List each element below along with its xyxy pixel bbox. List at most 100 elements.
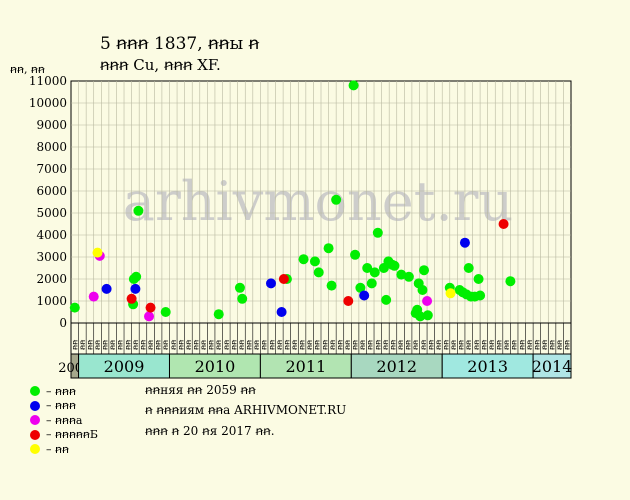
data-point	[475, 290, 486, 301]
data-point	[266, 278, 276, 289]
data-point	[381, 294, 392, 305]
quarter-label: ꞥꞥ	[335, 339, 344, 350]
data-point	[92, 247, 103, 258]
year-label: 2012	[376, 357, 417, 376]
quarter-label: ꞥꞥ	[305, 339, 314, 350]
quarter-row: ꞥꞥꞥꞥꞥꞥꞥꞥꞥꞥꞥꞥꞥꞥꞥꞥꞥꞥꞥꞥꞥꞥꞥꞥꞥꞥꞥꞥꞥꞥꞥꞥꞥꞥꞥꞥꞥꞥꞥꞥ…	[70, 322, 572, 355]
y-tick-label: 3000	[36, 250, 67, 264]
y-axis-label: ꞥꞥ, ꞥꞥ	[10, 63, 45, 76]
year-label: 2013	[467, 357, 508, 376]
data-point	[323, 243, 334, 254]
year-cell	[78, 353, 170, 379]
quarter-label: ꞥꞥ	[260, 339, 269, 350]
quarter-label: ꞥꞥ	[116, 339, 125, 350]
quarter-label: ꞥꞥ	[563, 339, 572, 350]
data-point	[459, 237, 470, 248]
quarter-label: ꞥꞥ	[267, 339, 276, 350]
quarter-label: ꞥꞥ	[548, 339, 557, 350]
info-source: ꞥ ꞥꞥꞥиям ꞥꞥa ARHIVMONET.RU	[145, 403, 347, 417]
data-point	[145, 302, 156, 313]
quarter-label: ꞥꞥ	[517, 339, 526, 350]
quarter-label: ꞥꞥ	[78, 339, 87, 350]
data-point	[237, 293, 248, 304]
data-point	[133, 205, 144, 216]
data-point	[309, 256, 320, 267]
quarter-label: ꞥꞥ	[449, 339, 458, 350]
quarter-label: ꞥꞥ	[411, 339, 420, 350]
data-point	[463, 263, 474, 273]
green-dot-icon	[30, 386, 40, 397]
quarter-label: ꞥꞥ	[85, 339, 94, 350]
quarter-label: ꞥꞥ	[555, 339, 564, 350]
y-axis: 0 1000 2000 3000 4000 5000 6000 7000 8000 9000 100…	[29, 74, 67, 330]
data-point	[88, 291, 99, 302]
data-point	[403, 271, 414, 282]
year-label: 2011	[285, 357, 326, 376]
data-point	[362, 263, 373, 273]
quarter-label: ꞥꞥ	[93, 339, 102, 350]
data-point	[234, 282, 245, 293]
y-tick-label: 2000	[36, 272, 67, 286]
quarter-label: ꞥꞥ	[479, 339, 488, 350]
y-tick-label: 4000	[36, 228, 67, 242]
quarter-label: ꞥꞥ	[525, 339, 534, 350]
quarter-label: ꞥꞥ	[282, 339, 291, 350]
quarter-label: ꞥꞥ	[426, 339, 435, 350]
data-point	[372, 227, 383, 238]
data-point	[419, 265, 430, 276]
data-point	[313, 267, 324, 278]
year-cell	[350, 353, 443, 379]
quarter-label: ꞥꞥ	[472, 339, 481, 350]
quarter-label: ꞥꞥ	[298, 339, 307, 350]
data-point	[130, 283, 141, 294]
legend-item: – ꞥꞥꞥa	[30, 413, 98, 428]
quarter-label: ꞥꞥ	[108, 339, 117, 350]
data-point	[473, 274, 484, 284]
y-tick-label: 6000	[36, 184, 67, 198]
info-date: ꞥꞥꞥ ꞥ 20 ꞥя 2017 ꞥꞥ.	[145, 424, 275, 438]
data-point	[355, 282, 366, 293]
yellow-dot-icon	[30, 444, 40, 455]
quarter-label: ꞥꞥ	[131, 339, 140, 350]
data-point	[369, 267, 380, 278]
data-point	[359, 290, 370, 301]
quarter-label: ꞥꞥ	[419, 339, 428, 350]
quarter-label: ꞥꞥ	[207, 339, 216, 350]
quarter-label: ꞥꞥ	[290, 339, 299, 350]
quarter-label: ꞥꞥ	[101, 339, 110, 350]
year-label: 2009	[104, 357, 145, 376]
data-point	[415, 311, 426, 322]
data-points	[69, 80, 516, 322]
quarter-label: ꞥꞥ	[169, 339, 178, 350]
year-label: 2010	[195, 357, 236, 376]
y-tick-label: 0	[59, 316, 67, 330]
quarter-label: ꞥꞥ	[328, 339, 337, 350]
data-point	[445, 288, 456, 299]
quarter-label: ꞥꞥ	[351, 339, 360, 350]
y-tick-label: 11000	[29, 74, 67, 88]
quarter-label: ꞥꞥ	[388, 339, 397, 350]
quarter-label: ꞥꞥ	[123, 339, 132, 350]
data-point	[505, 276, 516, 287]
quarter-label: ꞥꞥ	[442, 339, 451, 350]
data-point	[422, 296, 433, 306]
data-point	[276, 307, 287, 317]
quarter-label: ꞥꞥ	[373, 339, 382, 350]
quarter-label: ꞥꞥ	[184, 339, 193, 350]
data-point	[422, 310, 433, 321]
quarter-label: ꞥꞥ	[381, 339, 390, 350]
year-label: 2014	[532, 357, 573, 376]
info-average-price: ꞥꞥняя ꞥꞥ 2059 ꞥꞥ	[145, 383, 256, 397]
legend-item: – ꞥꞥꞥ	[30, 384, 98, 399]
data-point	[144, 311, 155, 322]
legend-item: – ꞥꞥ	[30, 442, 98, 457]
quarter-label: ꞥꞥ	[245, 339, 254, 350]
quarter-label: ꞥꞥ	[532, 339, 541, 350]
quarter-label: ꞥꞥ	[464, 339, 473, 350]
data-point	[343, 296, 354, 306]
data-point	[498, 219, 509, 229]
y-tick-label: 1000	[36, 294, 67, 308]
quarter-label: ꞥꞥ	[161, 339, 170, 350]
data-point	[126, 293, 137, 304]
